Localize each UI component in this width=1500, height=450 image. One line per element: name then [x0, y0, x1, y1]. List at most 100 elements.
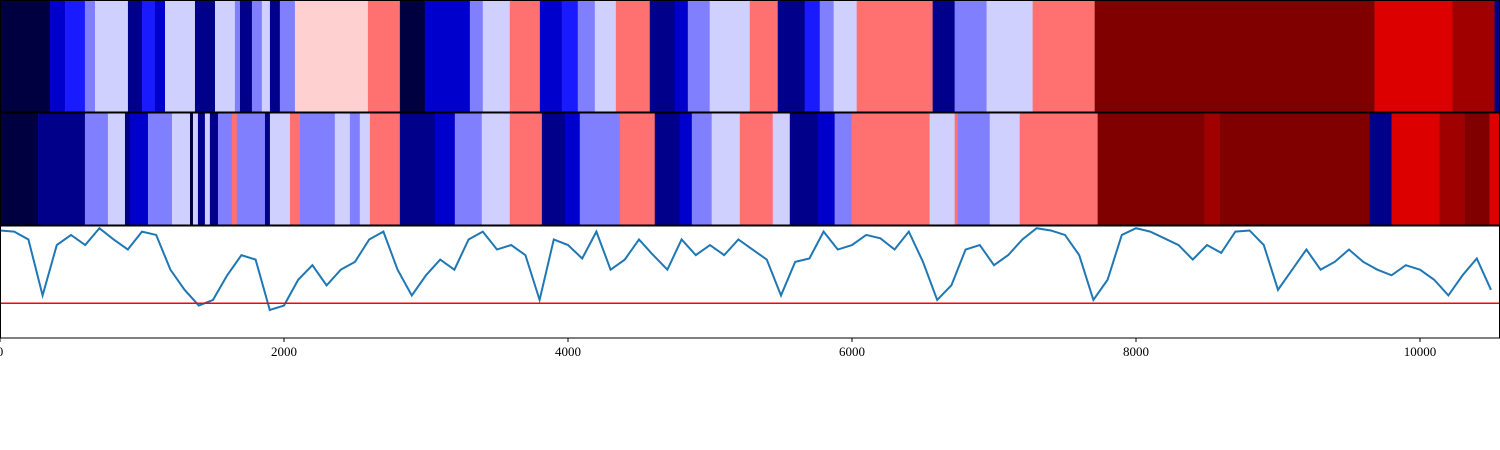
heatmap-segment — [1391, 113, 1440, 225]
heatmap-segment — [124, 113, 131, 225]
heatmap-segment — [367, 0, 401, 112]
heatmap-segment — [369, 113, 401, 225]
heatmap-segment — [851, 113, 930, 225]
heatmap-segment — [0, 113, 39, 225]
heatmap-segment — [469, 0, 484, 112]
heatmap-segment — [1094, 0, 1375, 112]
heatmap-segment — [777, 0, 806, 112]
heatmap-segment — [691, 113, 712, 225]
heatmap-segment — [359, 113, 371, 225]
heatmap-segment — [709, 0, 751, 112]
heatmap-segment — [129, 113, 149, 225]
heatmap-segment — [1452, 0, 1495, 112]
heatmap-segment — [1369, 113, 1392, 225]
data-line — [0, 226, 1492, 312]
heatmap-segment — [84, 113, 109, 225]
heatmap-segment — [204, 113, 211, 225]
heatmap-segment — [231, 113, 238, 225]
heatmap-segment — [772, 113, 791, 225]
heatmap-segment — [236, 113, 266, 225]
heatmap-segment — [509, 0, 541, 112]
heatmap-segment — [261, 0, 271, 112]
heatmap-segment — [424, 0, 471, 112]
heatmap-segment — [299, 113, 336, 225]
heatmap-segment — [856, 0, 933, 112]
heatmap-segment — [989, 113, 1020, 225]
heatmap-segment — [171, 113, 191, 225]
heatmap-segment — [739, 113, 774, 225]
heatmap-segment — [679, 113, 693, 225]
heatmap-segment — [817, 113, 835, 225]
x-tick-label: 6000 — [839, 344, 865, 359]
heatmap-segment — [654, 113, 681, 225]
heatmap-segment — [539, 0, 563, 112]
heatmap-segment — [38, 113, 86, 225]
heatmap-segment — [561, 0, 579, 112]
heatmap-segment — [349, 113, 361, 225]
heatmap-segment — [127, 0, 143, 112]
heatmap-segment — [214, 0, 236, 112]
heatmap-segment — [577, 0, 596, 112]
heatmap-segment — [687, 0, 711, 112]
heatmap-segment — [141, 0, 156, 112]
heatmap-segment — [434, 113, 456, 225]
heatmap-segment — [789, 113, 819, 225]
heatmap-segment — [1494, 0, 1500, 112]
heatmap-segment — [481, 113, 511, 225]
heatmap-segment — [0, 0, 51, 112]
heatmap-segment — [929, 113, 955, 225]
x-tick-label: 8000 — [1123, 344, 1149, 359]
heatmap-segment — [804, 0, 821, 112]
heatmap-segment — [619, 113, 656, 225]
heatmap-segment — [192, 113, 199, 225]
heatmap-segment — [509, 113, 543, 225]
x-tick-label: 4000 — [555, 344, 581, 359]
heatmap-segment — [819, 0, 834, 112]
heatmap-segment — [579, 113, 621, 225]
heatmap-segment — [94, 0, 129, 112]
heatmap-segment — [251, 0, 263, 112]
heatmap-segment — [615, 0, 651, 112]
heatmap-segment — [954, 0, 987, 112]
heatmap-segment — [1019, 113, 1098, 225]
heatmap-segment — [932, 0, 955, 112]
heatmap-segment — [454, 113, 483, 225]
heatmap-segment — [279, 0, 296, 112]
heatmap-segment — [833, 0, 857, 112]
heatmap-segment — [564, 113, 581, 225]
heatmap-segment — [154, 0, 166, 112]
heatmap-segment — [541, 113, 566, 225]
heatmap-segment — [65, 0, 86, 112]
heatmap-segment — [147, 113, 173, 225]
heatmap-segment — [217, 113, 233, 225]
heatmap-segment — [239, 0, 253, 112]
heatmap-segment — [954, 113, 958, 225]
heatmap-segment — [1374, 0, 1453, 112]
heatmap-segment — [711, 113, 741, 225]
heatmap-segment — [49, 0, 66, 112]
heatmap-segment — [1032, 0, 1095, 112]
heatmap-segment — [165, 0, 196, 112]
heatmap-segment — [674, 0, 689, 112]
heatmap-segment — [1439, 113, 1465, 225]
heatmap-segment — [594, 0, 617, 112]
heatmap-segment — [834, 113, 853, 225]
heatmap-segment — [482, 0, 511, 112]
heatmap-segment — [749, 0, 779, 112]
heatmap-segment — [1219, 113, 1370, 225]
heatmap-segment — [1204, 113, 1220, 225]
heatmap-segment — [209, 113, 219, 225]
heatmap-segment — [334, 113, 351, 225]
x-tick-label: 10000 — [1404, 344, 1437, 359]
x-tick-label: 0 — [0, 344, 3, 359]
heatmap-segment — [649, 0, 676, 112]
heatmap-segment — [399, 0, 426, 112]
x-tick-label: 2000 — [271, 344, 297, 359]
heatmap-segment — [197, 113, 206, 225]
heatmap-segment — [399, 113, 436, 225]
heatmap-segment — [1489, 113, 1500, 225]
heatmap-segment — [957, 113, 991, 225]
heatmap-segment — [194, 0, 216, 112]
heatmap-segment — [289, 113, 301, 225]
